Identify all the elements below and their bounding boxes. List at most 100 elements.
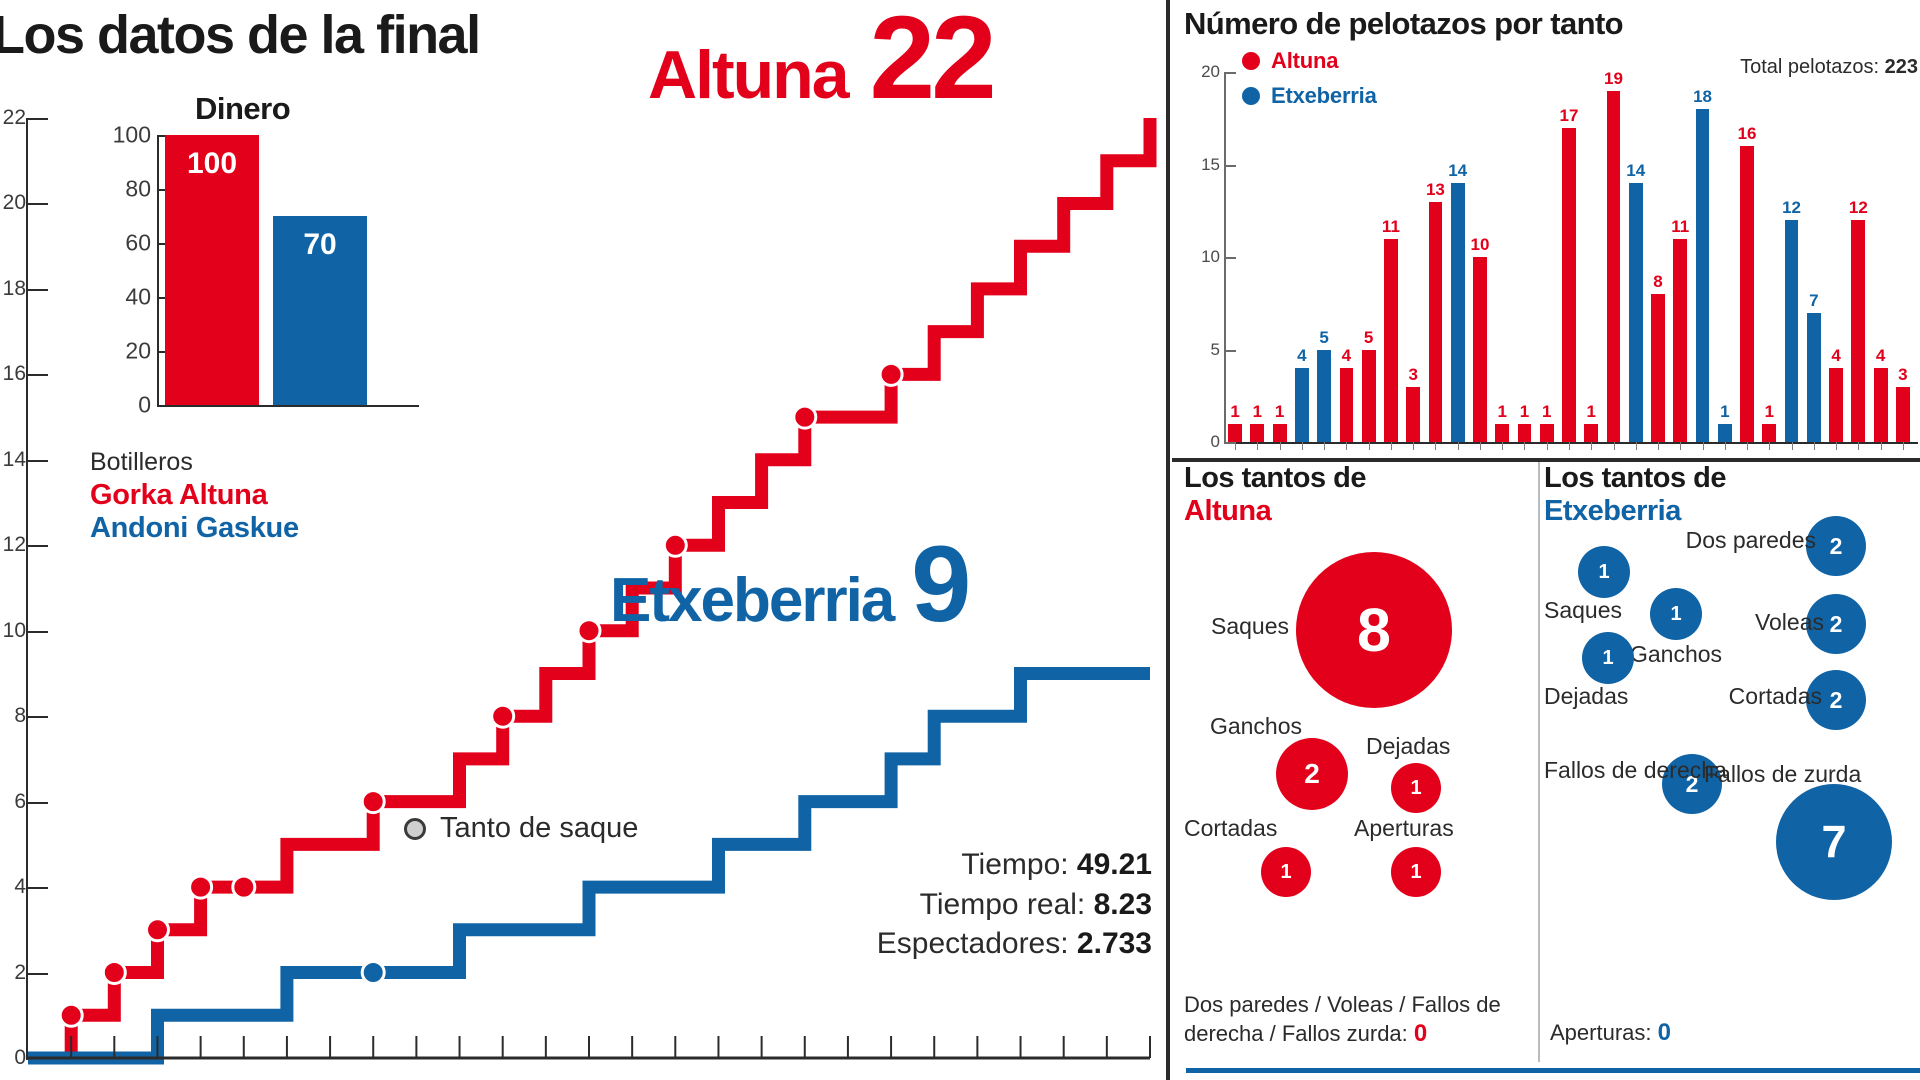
- botilleros-caption: Botilleros: [90, 448, 193, 476]
- tanto-bubble-label: Cortadas: [1184, 815, 1278, 841]
- pelotazos-x-tick: [1479, 442, 1481, 450]
- score-axis-tick: [26, 545, 48, 548]
- pelotazos-bar-value: 11: [1671, 216, 1690, 236]
- pelotazos-bar-value: 17: [1559, 105, 1579, 125]
- pelotazos-y-tick: [1224, 72, 1236, 74]
- pelotazos-y-tick: [1224, 349, 1236, 352]
- pelotazos-bar-value: 3: [1408, 364, 1418, 384]
- dinero-y-tick: [157, 243, 168, 245]
- tanto-bubble-label: Ganchos: [1209, 713, 1302, 739]
- score-axis-label: 2: [14, 960, 26, 984]
- tantos-altuna-footnote: Dos paredes / Voleas / Fallos de derecha…: [1184, 992, 1514, 1048]
- pelotazos-bar: 1: [1272, 402, 1287, 442]
- pelotazos-bar-value: 19: [1604, 68, 1623, 88]
- serve-point-marker: [360, 960, 386, 985]
- tanto-bubble: 8: [1296, 552, 1452, 708]
- pelotazos-bar: 8: [1651, 272, 1665, 442]
- pelotazos-bar-value: 5: [1363, 327, 1374, 347]
- tanto-bubble-label: Dejadas: [1544, 683, 1629, 709]
- tanto-bubble-label: Ganchos: [1630, 641, 1723, 667]
- pelotazos-bar: 5: [1317, 328, 1332, 442]
- tantos-etxeberria-footnote-text: Aperturas:: [1550, 1020, 1652, 1045]
- tanto-bubble: 1: [1578, 546, 1630, 598]
- pelotazos-bar: 14: [1626, 161, 1645, 442]
- pelotazos-total-value: 223: [1884, 56, 1918, 78]
- pelotazos-x-tick: [1301, 442, 1303, 450]
- line-series-etxeberria: [28, 667, 1150, 1065]
- pelotazos-legend-row: Etxeberria: [1242, 83, 1377, 109]
- tantos-divider-vertical: [1538, 462, 1540, 1062]
- pelotazos-bar-value: 11: [1381, 216, 1400, 236]
- serve-point-marker: [360, 789, 386, 815]
- pelotazos-x-tick: [1257, 442, 1259, 450]
- stat-row: Espectadores: 2.733: [877, 924, 1152, 964]
- tanto-bubble-label: Fallos de zurda: [1704, 761, 1862, 787]
- dinero-bar-value: 100: [186, 147, 238, 180]
- tantos-etxeberria-head: Los tantos de: [1544, 462, 1727, 494]
- pelotazos-y-label: 5: [1210, 339, 1220, 359]
- pelotazos-bar-value: 12: [1782, 198, 1802, 217]
- score-axis-label: 4: [14, 875, 26, 899]
- legend-label: Etxeberria: [1271, 83, 1377, 108]
- tanto-bubble: 2: [1662, 754, 1722, 814]
- pelotazos-x-tick: [1279, 442, 1281, 450]
- pelotazos-bar: 14: [1448, 161, 1467, 442]
- tanto-bubble: 1: [1582, 632, 1634, 684]
- tanto-bubble: 1: [1391, 847, 1441, 897]
- stat-value: 49.21: [1076, 848, 1152, 881]
- pelotazos-legend-row: Altuna: [1242, 48, 1377, 74]
- score-axis-label: 14: [2, 447, 26, 471]
- serve-point-marker: [576, 618, 602, 644]
- score-axis-spine: [26, 118, 28, 1058]
- tanto-bubble: 2: [1806, 516, 1866, 576]
- score-axis-tick: [26, 630, 48, 633]
- pelotazos-bar-value: 1: [1274, 401, 1285, 421]
- score-axis-label: 12: [2, 533, 26, 557]
- dinero-y-label: 60: [125, 229, 151, 256]
- score-axis-tick: [26, 801, 48, 804]
- score-axis-tick: [26, 203, 48, 206]
- pelotazos-bar-value: 5: [1319, 327, 1329, 347]
- pelotazos-x-tick: [1724, 442, 1726, 450]
- pelotazos-x-tick: [1791, 442, 1793, 450]
- dinero-y-label: 40: [125, 283, 151, 310]
- tantos-altuna-section: Los tantos de Altuna 8 Saques 2 Ganchos 1 Dej…: [1184, 462, 1532, 1080]
- serve-point-marker: [662, 532, 688, 558]
- pelotazos-bar-value: 1: [1519, 401, 1530, 421]
- tantos-etxeberria-footnote: Aperturas: 0: [1550, 1018, 1800, 1047]
- pelotazos-x-tick: [1235, 442, 1237, 450]
- etxeberria-name: Etxeberria: [610, 566, 895, 635]
- dinero-y-label: 100: [112, 121, 151, 148]
- pelotazos-bar: 16: [1738, 124, 1757, 442]
- pelotazos-x-tick: [1880, 442, 1882, 450]
- pelotazos-bar-value: 1: [1764, 401, 1775, 421]
- altuna-points: 22: [869, 0, 997, 124]
- pelotazos-x-tick: [1457, 442, 1459, 450]
- pelotazos-bar: 4: [1339, 346, 1354, 442]
- pelotazos-x-tick: [1613, 442, 1615, 450]
- pelotazos-bar-value: 4: [1297, 346, 1307, 365]
- pelotazos-bar-group: 1 1 1 4 5 4 5 11 3 13 14 10 1 1 1 17 1 19 14 8 11 18 1 16 1 12 7 4 1…: [1224, 68, 1914, 442]
- pelotazos-bar-value: 14: [1626, 161, 1646, 180]
- pelotazos-x-tick: [1546, 442, 1548, 450]
- tantos-altuna-bubbles: 8 Saques 2 Ganchos 1 Dejadas 1 Cortadas 1 Apertur…: [1184, 462, 1532, 1022]
- pelotazos-bar: 1: [1495, 402, 1510, 442]
- legend-label: Altuna: [1271, 48, 1339, 73]
- pelotazos-x-tick: [1591, 442, 1593, 450]
- serve-point-marker: [58, 1002, 84, 1028]
- tanto-bubble: 7: [1776, 784, 1892, 900]
- dinero-y-axis: [157, 135, 159, 405]
- score-axis: 0 2 4 6 8 10 12 14 16 18 20 22: [0, 106, 56, 1069]
- altuna-name: Altuna: [648, 37, 850, 113]
- tanto-bubble-label: Fallos de derecha: [1544, 757, 1727, 783]
- pelotazos-y-label: 10: [1201, 247, 1220, 266]
- stat-label: Tiempo real:: [919, 887, 1094, 921]
- pelotazos-x-tick: [1324, 442, 1326, 450]
- pelotazos-bar: 4: [1873, 346, 1888, 442]
- tanto-bubble-label: Voleas: [1754, 609, 1824, 635]
- pelotazos-x-tick: [1658, 442, 1660, 450]
- pelotazos-x-tick: [1502, 442, 1504, 450]
- dinero-y-tick: [157, 297, 168, 299]
- pelotazos-bar: 12: [1849, 198, 1868, 442]
- dinero-y-tick: [157, 351, 168, 353]
